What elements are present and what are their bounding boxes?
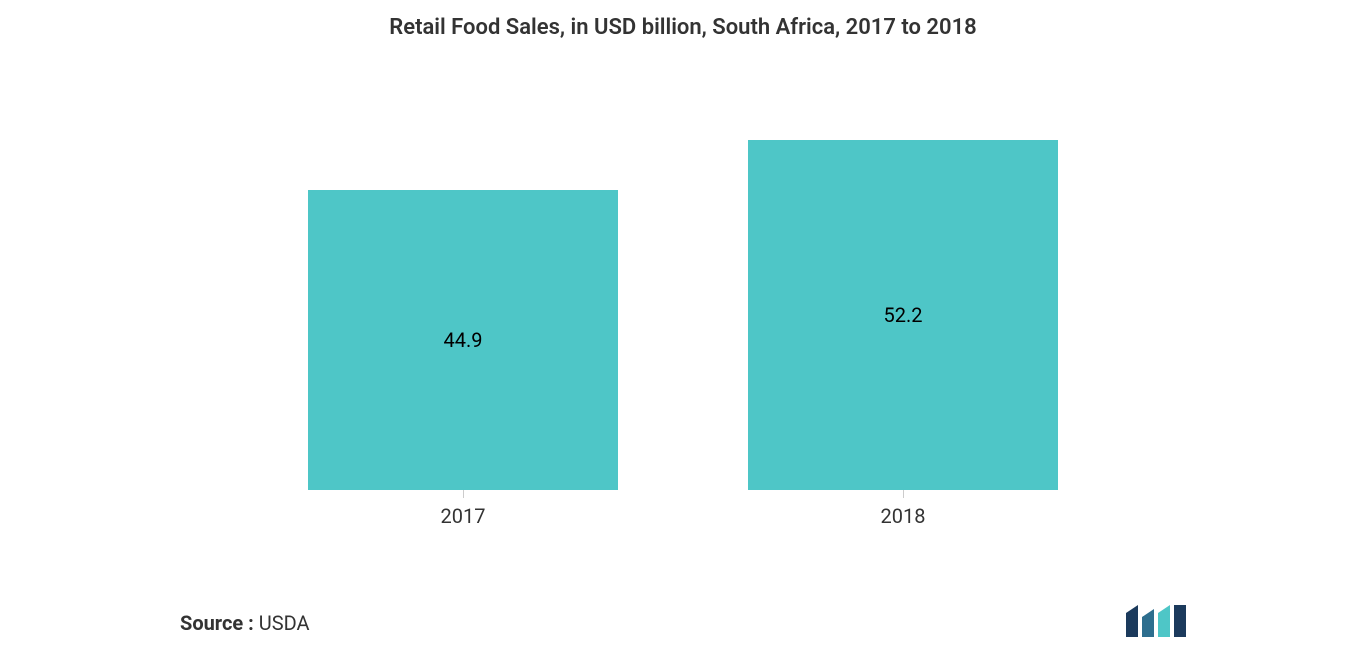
bar-value-2017: 44.9 bbox=[444, 328, 483, 352]
source-line: Source : USDA bbox=[180, 611, 310, 635]
mi-logo-icon bbox=[1126, 605, 1186, 637]
source-value: USDA bbox=[259, 611, 310, 635]
logo-bar-4 bbox=[1174, 605, 1186, 637]
logo-bar-1 bbox=[1126, 605, 1138, 637]
bar-2017: 44.9 bbox=[308, 190, 618, 490]
bar-value-2018: 52.2 bbox=[884, 303, 923, 327]
logo-bar-2 bbox=[1142, 609, 1154, 637]
x-tick-2018 bbox=[903, 490, 904, 498]
x-label-2017: 2017 bbox=[413, 504, 513, 528]
x-tick-2017 bbox=[463, 490, 464, 498]
chart-container: Retail Food Sales, in USD billion, South… bbox=[0, 0, 1366, 655]
x-label-2018: 2018 bbox=[853, 504, 953, 528]
chart-title: Retail Food Sales, in USD billion, South… bbox=[0, 15, 1366, 40]
bar-2018: 52.2 bbox=[748, 140, 1058, 490]
logo-bar-3 bbox=[1158, 605, 1170, 637]
plot-area: 44.9201752.22018 bbox=[163, 80, 1203, 490]
source-label: Source : bbox=[180, 611, 254, 635]
